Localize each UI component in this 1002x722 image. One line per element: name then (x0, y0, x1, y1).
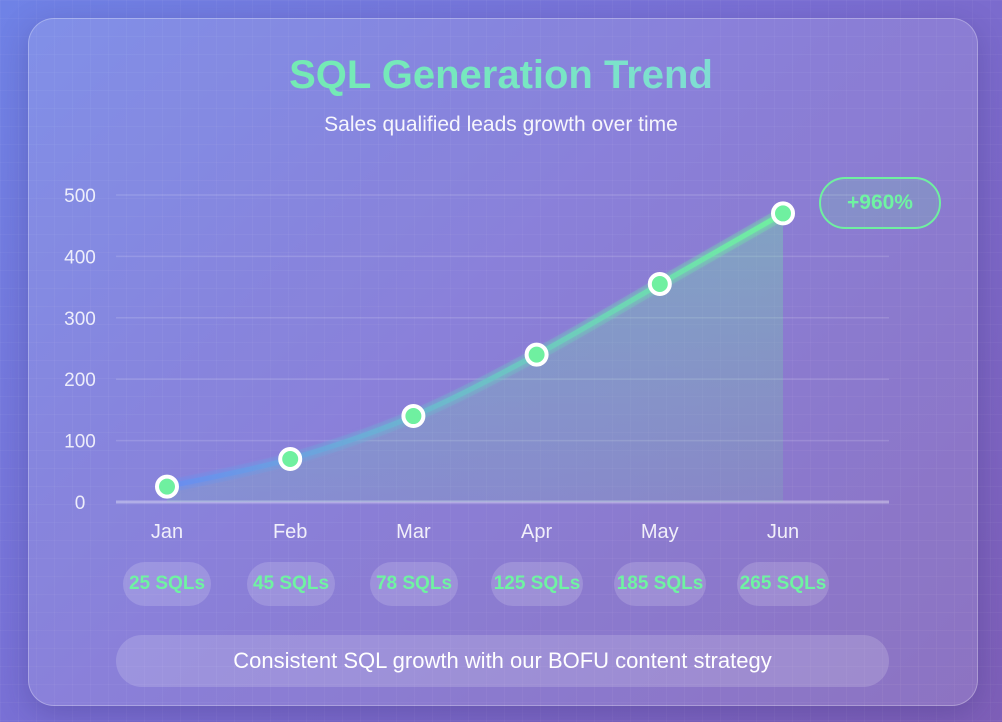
x-tick-label-may: May (641, 521, 679, 543)
y-tick-label: 400 (64, 247, 96, 268)
y-tick-label: 0 (75, 493, 86, 514)
x-tick-label-apr: Apr (521, 521, 552, 543)
y-tick-label: 200 (64, 370, 96, 391)
data-points (155, 201, 795, 499)
data-point-jan[interactable] (155, 474, 179, 499)
x-tick-label-jan: Jan (151, 521, 183, 543)
y-axis-ticks: 0 100 200 300 400 500 (64, 186, 96, 514)
chart-subtitle: Sales qualified leads growth over time (324, 113, 678, 136)
series-sqls (160, 206, 790, 503)
y-tick-label: 500 (64, 186, 96, 207)
area-fill (167, 213, 783, 503)
data-point-apr[interactable] (524, 342, 549, 367)
data-point-mar[interactable] (401, 404, 426, 429)
growth-badge: +960% (819, 177, 941, 229)
y-tick-label: 300 (64, 309, 96, 330)
data-label-apr: 125 SQLs (491, 562, 583, 606)
data-label-mar: 78 SQLs (370, 562, 458, 606)
x-tick-label-jun: Jun (767, 521, 799, 543)
data-label-jun: 265 SQLs (737, 562, 829, 606)
y-tick-label: 100 (64, 432, 96, 453)
data-point-may[interactable] (647, 272, 672, 297)
data-point-jun[interactable] (771, 201, 795, 226)
series-line (164, 210, 786, 490)
x-tick-label-mar: Mar (396, 521, 431, 543)
footer-note: Consistent SQL growth with our BOFU cont… (116, 635, 889, 687)
chart-card (28, 18, 978, 706)
data-point-feb[interactable] (278, 447, 303, 472)
data-label-may: 185 SQLs (614, 562, 706, 606)
x-tick-label-feb: Feb (273, 521, 307, 543)
x-axis-ticks: Jan Feb Mar Apr May Jun (151, 521, 799, 543)
data-label-feb: 45 SQLs (247, 562, 335, 606)
data-label-jan: 25 SQLs (123, 562, 211, 606)
chart-title: SQL Generation Trend (0, 52, 1002, 98)
